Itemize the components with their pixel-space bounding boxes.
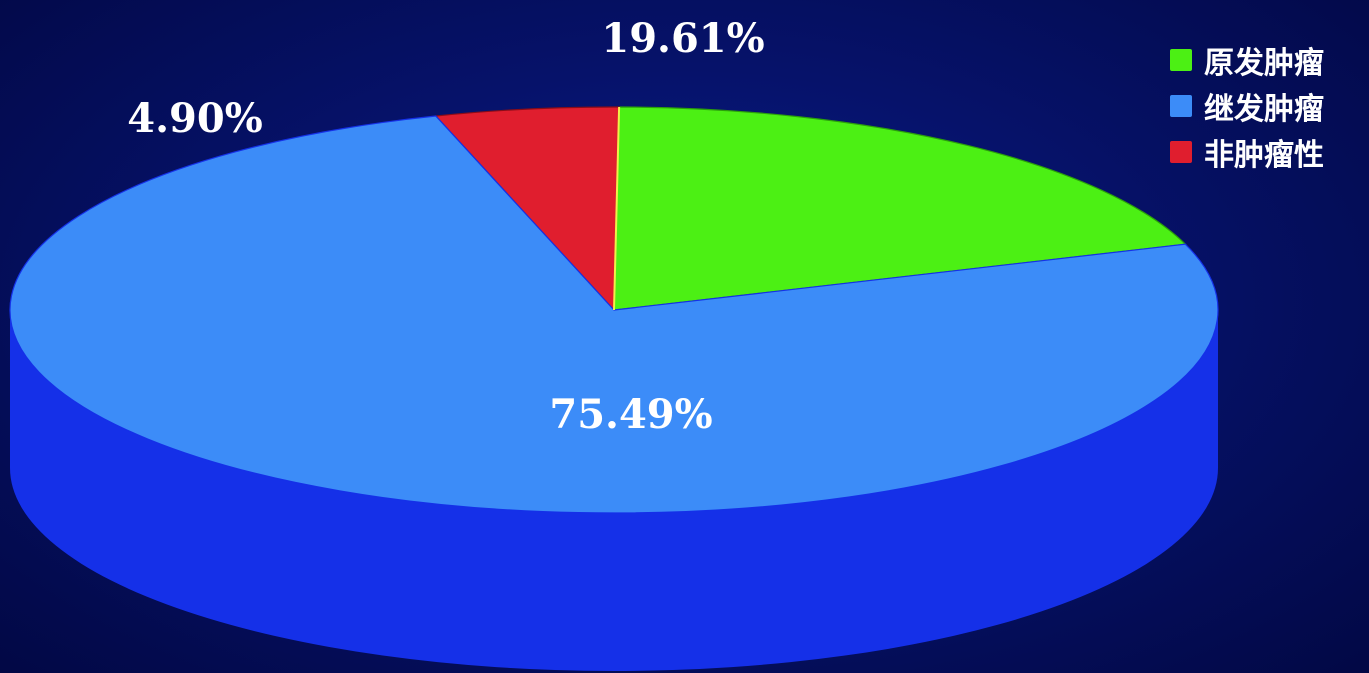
legend-label: 原发肿瘤 (1204, 46, 1324, 81)
slice-seam (613, 106, 621, 311)
legend-item: 原发肿瘤 (1170, 44, 1324, 81)
legend-label: 非肿瘤性 (1204, 138, 1324, 173)
legend: 原发肿瘤继发肿瘤非肿瘤性 (1170, 44, 1324, 182)
pie-slice-非肿瘤性 (434, 106, 620, 312)
legend-swatch (1170, 141, 1192, 163)
pie-side-继发肿瘤 (10, 310, 1218, 671)
data-label-继发肿瘤: 75.49% (549, 391, 712, 438)
legend-swatch (1170, 95, 1192, 117)
data-label-原发肿瘤: 19.61% (601, 15, 764, 62)
legend-item: 继发肿瘤 (1170, 90, 1324, 127)
pie-slice-原发肿瘤 (613, 106, 1187, 311)
pie-side (10, 310, 1218, 671)
legend-item: 非肿瘤性 (1170, 136, 1324, 173)
legend-label: 继发肿瘤 (1204, 92, 1324, 127)
pie-slice-继发肿瘤 (9, 115, 1219, 514)
data-label-非肿瘤性: 4.90% (127, 95, 262, 142)
legend-swatch (1170, 49, 1192, 71)
